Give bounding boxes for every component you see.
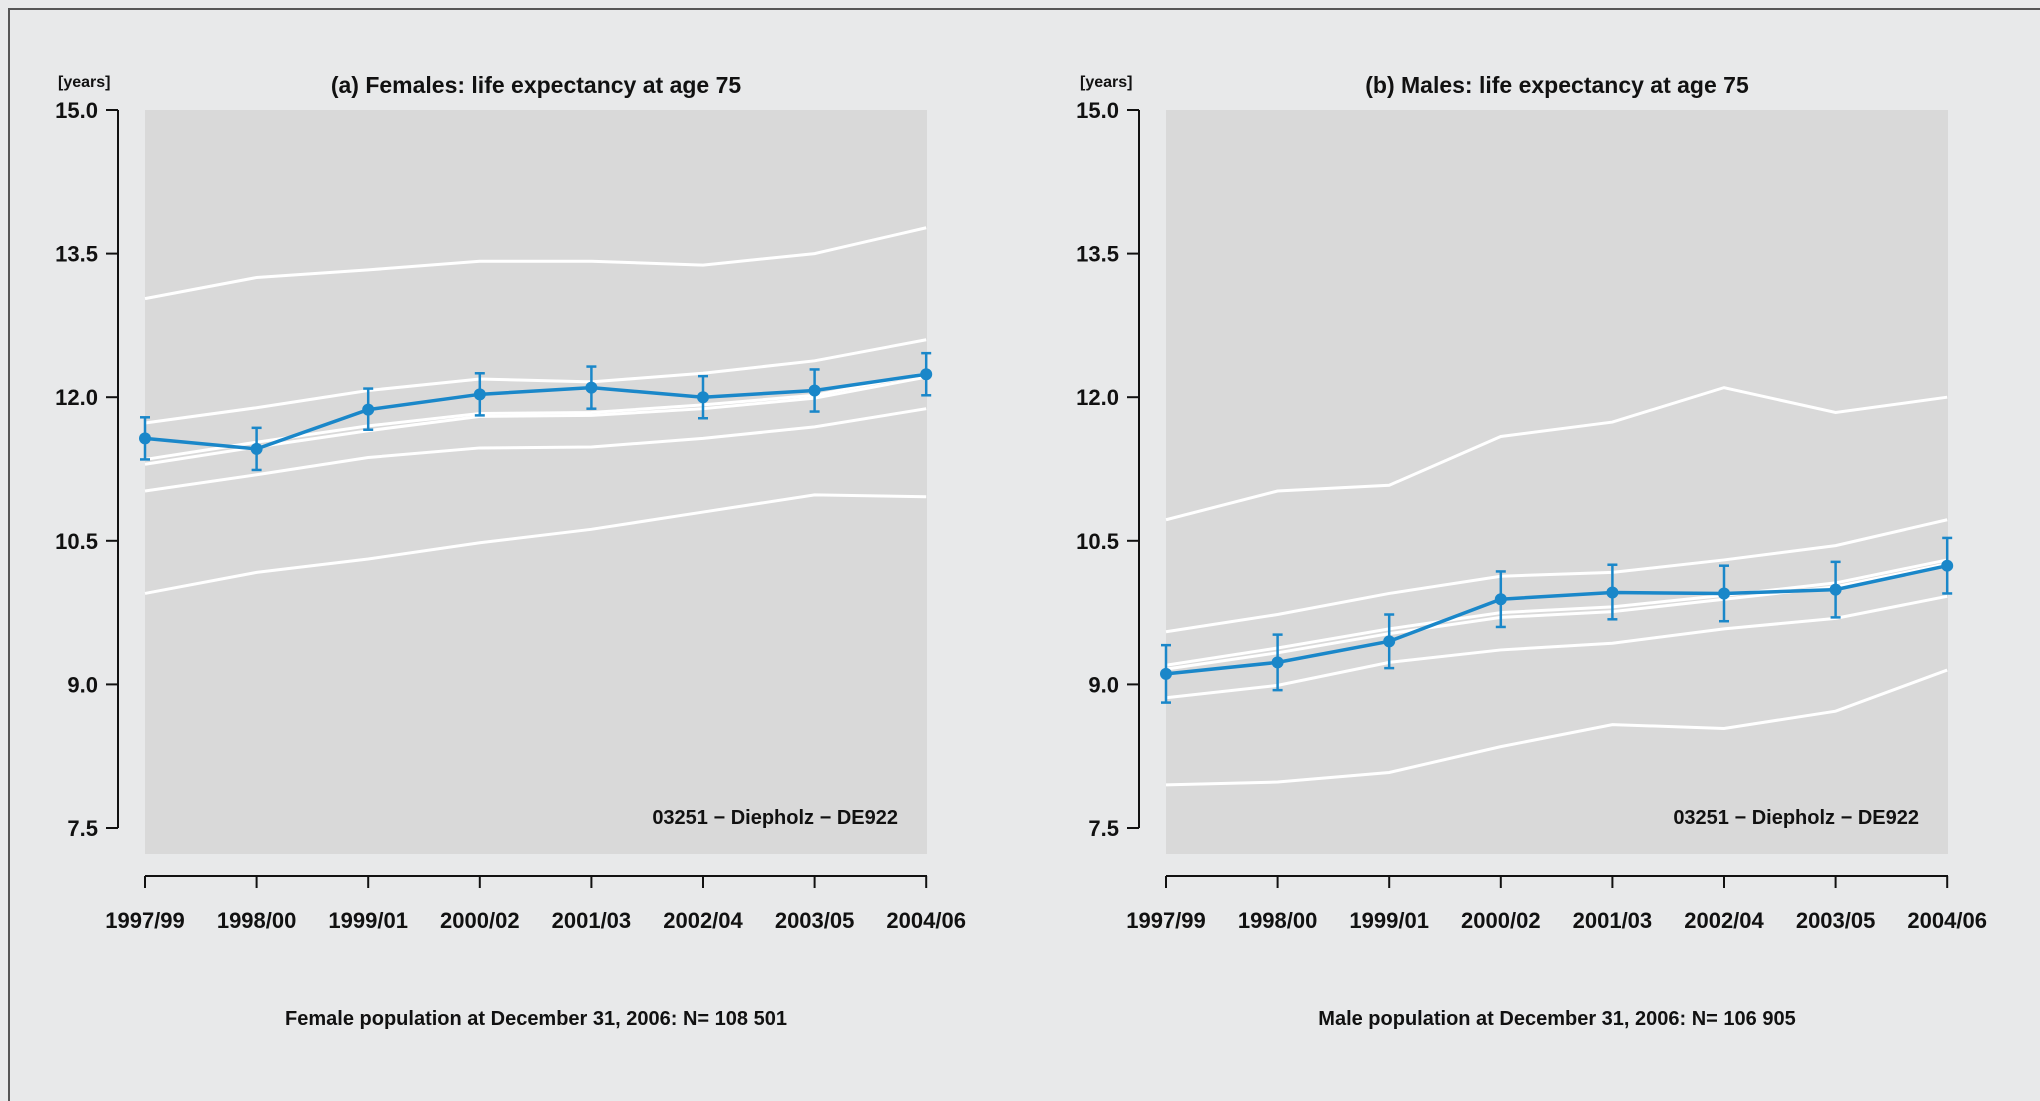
females-y-tick-label: 10.5 [55, 529, 98, 554]
females-data-point [808, 384, 821, 397]
males-comparison-line [1165, 386, 1948, 522]
males-y-tick-label: 9.0 [1088, 672, 1119, 697]
females-x-tick-label: 1997/99 [105, 908, 185, 933]
females-y-ticks: 7.5 9.0 10.5 12.0 13.5 15.0 [55, 98, 118, 841]
females-data-point [585, 381, 598, 394]
females-x-tick-label: 2003/05 [775, 908, 855, 933]
males-chart-title: (b) Males: life expectancy at age 75 [1365, 72, 1749, 98]
females-data-point [362, 403, 375, 416]
females-data-point [250, 442, 263, 455]
females-district-line [144, 372, 927, 451]
females-y-tick-label: 13.5 [55, 242, 98, 267]
females-x-tick-label: 1998/00 [217, 908, 297, 933]
females-x-tick-label: 1999/01 [328, 908, 408, 933]
males-x-tick-label: 1997/99 [1126, 908, 1206, 933]
females-comparison-line [144, 338, 927, 425]
males-y-tick-label: 15.0 [1076, 98, 1119, 123]
males-data-point [1606, 586, 1619, 599]
females-plot-background [145, 110, 927, 854]
females-population-note: Female population at December 31, 2006: … [285, 1008, 787, 1030]
males-x-tick-label: 2004/06 [1907, 908, 1987, 933]
males-x-tick-label: 1999/01 [1349, 908, 1429, 933]
females-x-tick-label: 2001/03 [552, 908, 632, 933]
males-y-tick-label: 7.5 [1088, 816, 1119, 841]
males-plot-background [1166, 110, 1948, 854]
females-x-tick-label: 2004/06 [886, 908, 966, 933]
males-data-point [1271, 656, 1284, 669]
females-data-point [473, 388, 486, 401]
males-comparison-line [1165, 518, 1948, 634]
females-x-tick-label: 2002/04 [663, 908, 743, 933]
males-comparison-line [1165, 558, 1948, 667]
females-x-ticks: 1997/99 1998/00 1999/01 2000/02 2001/03 2002/… [105, 876, 966, 933]
females-data-point [139, 432, 151, 445]
males-district-line [1165, 563, 1948, 676]
females-region-annotation: 03251 − Diepholz − DE922 [652, 807, 898, 829]
males-population-note: Male population at December 31, 2006: N=… [1318, 1008, 1795, 1030]
females-y-unit-label: [years] [58, 74, 110, 91]
males-region-annotation: 03251 − Diepholz − DE922 [1673, 807, 1919, 829]
females-comparison-line [144, 371, 927, 461]
males-data-point [1494, 593, 1507, 606]
females-chart-title: (a) Females: life expectancy at age 75 [331, 72, 742, 98]
females-y-tick-label: 12.0 [55, 385, 98, 410]
males-comparison-line [1165, 594, 1948, 700]
males-y-ticks: 7.5 9.0 10.5 12.0 13.5 15.0 [1076, 98, 1139, 841]
females-panel: 7.59.010.512.013.515.0 1997/99 1998/00 199… [55, 72, 966, 1030]
males-data-point [1160, 667, 1172, 680]
females-y-tick-label: 7.5 [67, 816, 98, 841]
females-comparison-line [144, 493, 927, 595]
females-comparison-line [144, 407, 927, 493]
females-data-point [697, 391, 709, 404]
males-x-tick-label: 2001/03 [1573, 908, 1653, 933]
males-y-tick-label: 13.5 [1076, 242, 1119, 267]
females-data-point [920, 368, 933, 381]
males-data-point [1829, 583, 1842, 596]
males-x-tick-label: 2003/05 [1796, 908, 1876, 933]
males-comparison-line [1165, 668, 1948, 787]
males-data-point [1941, 559, 1954, 572]
females-y-tick-label: 15.0 [55, 98, 98, 123]
females-comparison-line [144, 226, 927, 301]
males-y-unit-label: [years] [1080, 74, 1132, 91]
females-comparison-line [144, 375, 927, 466]
males-x-tick-label: 2002/04 [1684, 908, 1764, 933]
males-data-point [1383, 635, 1396, 648]
males-x-tick-label: 2000/02 [1461, 908, 1541, 933]
females-x-tick-label: 2000/02 [440, 908, 520, 933]
females-y-tick-label: 9.0 [67, 672, 98, 697]
males-y-tick-label: 12.0 [1076, 385, 1119, 410]
males-y-tick-label: 10.5 [1076, 529, 1119, 554]
females-series-group [139, 226, 933, 595]
males-series-group [1160, 386, 1954, 787]
males-panel: 7.59.010.512.013.515.0 1997/99 1998/00 199… [1076, 72, 1987, 1030]
males-data-point [1718, 587, 1730, 600]
males-x-tick-label: 1998/00 [1238, 908, 1318, 933]
males-x-ticks: 1997/99 1998/00 1999/01 2000/02 2001/03 2002/… [1126, 876, 1987, 933]
